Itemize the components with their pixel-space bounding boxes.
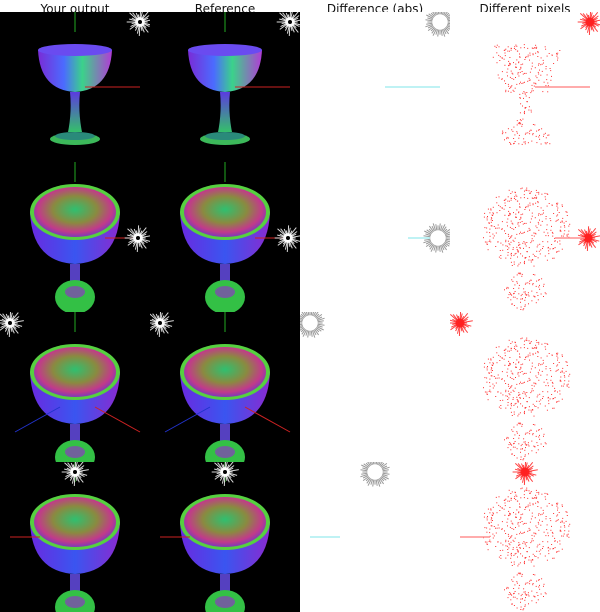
panel-row1-different-pixels xyxy=(450,12,600,162)
panel-row1-reference xyxy=(150,12,300,162)
panel-row3-output xyxy=(0,312,150,462)
panel-row1-output xyxy=(0,12,150,162)
column-header-reference: Reference xyxy=(194,2,256,14)
panel-row4-output xyxy=(0,462,150,612)
panel-row3-different-pixels xyxy=(450,312,600,462)
panel-row4-difference xyxy=(300,462,450,612)
column-header-different-pixels: Different pixels xyxy=(479,2,571,14)
panel-row4-reference xyxy=(150,462,300,612)
panel-row4-different-pixels xyxy=(450,462,600,612)
panel-row2-difference xyxy=(300,162,450,312)
panel-row2-reference xyxy=(150,162,300,312)
column-header-output: Your output xyxy=(40,2,110,14)
panel-row1-difference xyxy=(300,12,450,162)
column-header-difference: Difference (abs) xyxy=(326,2,424,14)
panel-row2-output xyxy=(0,162,150,312)
panel-row3-reference xyxy=(150,312,300,462)
panel-row3-difference xyxy=(300,312,450,462)
panel-row2-different-pixels xyxy=(450,162,600,312)
